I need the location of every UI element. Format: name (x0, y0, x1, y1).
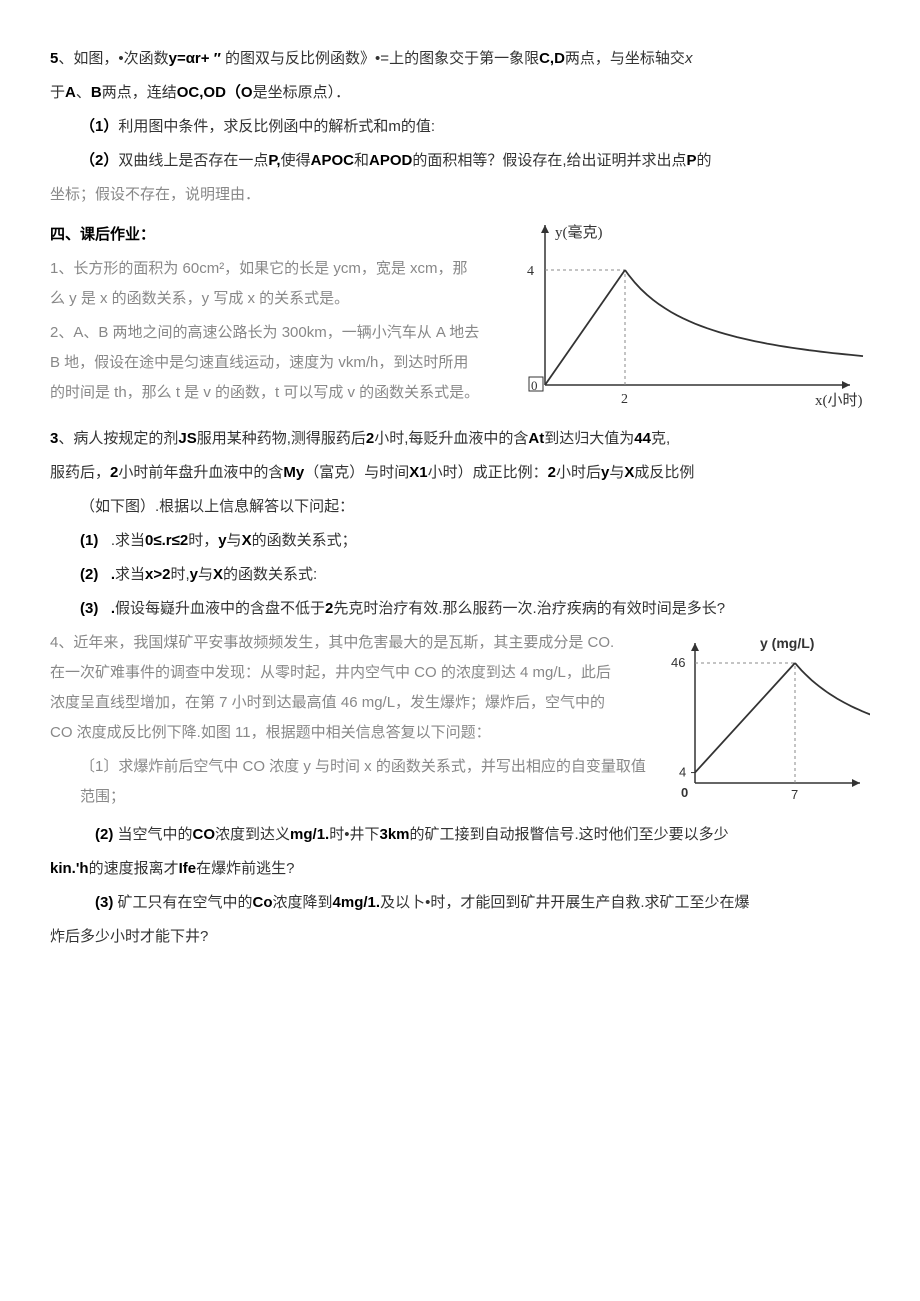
hw3-l3: （如下图）.根据以上信息解答以下问起： (50, 492, 870, 522)
hw2: 2、A、B 两地之间的高速公路长为 300km，一辆小汽车从 A 地去 B 地，… (50, 318, 480, 408)
hw4-p2: (2) 当空气中的CO浓度到达义mg/1.时•井下3km的矿工接到自动报瞥信号.… (50, 820, 870, 850)
q5-p1: （1）利用图中条件，求反比例函中的解析式和m的值: (50, 112, 870, 142)
svg-text:4: 4 (679, 765, 686, 780)
hw3-p3: (3) .假设每嶷升血液中的含盘不低于2先克时治疗有效.那么服药一次.治疗疾病的… (50, 594, 870, 624)
q5-p2: （2）双曲线上是否存在一点P,使得APOC和APOD的面积相等？假设存在,给出证… (50, 146, 870, 176)
svg-text:y (mg/L): y (mg/L) (760, 635, 814, 651)
hw1: 1、长方形的面积为 60cm²，如果它的长是 ycm，宽是 xcm，那么 y 是… (50, 254, 480, 314)
svg-text:2: 2 (621, 392, 628, 407)
hw4-l1: 4、近年来，我国煤矿平安事故频频发生，其中危害最大的是瓦斯，其主要成分是 CO.… (50, 628, 620, 748)
hw3-l1: 3、病人按规定的剂JS服用某种药物,测得服药后2小时,每贬升血液中的含At到达归… (50, 424, 870, 454)
hw3-p2: (2) .求当x>2时,y与X的函数关系式: (50, 560, 870, 590)
q5-line2: 于A、B两点，连结OC,OD（O是坐标原点）． (50, 78, 870, 108)
svg-text:y(毫克): y(毫克) (555, 223, 603, 241)
hw4-p2-tail: kin.'h的速度报离才Ife在爆炸前逃生? (50, 854, 870, 884)
hw4-p3-tail: 炸后多少小时才能下井? (50, 922, 870, 952)
hw4-p3: (3) 矿工只有在空气中的Co浓度降到4mg/1.及以卜•时，才能回到矿井开展生… (50, 888, 870, 918)
hw3-p1: (1) .求当0≤.r≤2时，y与X的函数关系式； (50, 526, 870, 556)
hw3-l2: 服药后，2小时前年盘升血液中的含My（富克）与时间X1小时）成正比例：2小时后y… (50, 458, 870, 488)
svg-text:4: 4 (527, 264, 534, 279)
svg-text:x(小时): x(小时) (815, 392, 863, 409)
svg-text:7: 7 (791, 787, 798, 802)
q5-line1: 5、如图，•次函数y=αr+ ″ 的图双与反比例函数》•=上的图象交于第一象限C… (50, 44, 870, 74)
chart-co-concentration: y (mg/L) 46 4 0 7 (660, 628, 870, 808)
svg-text:0: 0 (681, 785, 688, 800)
hw4-p1: 〔1〕求爆炸前后空气中 CO 浓度 y 与时间 x 的函数关系式，并写出相应的自… (50, 752, 650, 812)
q5-p2-tail: 坐标；假设不存在，说明理由． (50, 180, 870, 210)
svg-text:46: 46 (671, 655, 685, 670)
chart-drug-concentration: y(毫克)x(小时)420 (500, 210, 870, 420)
